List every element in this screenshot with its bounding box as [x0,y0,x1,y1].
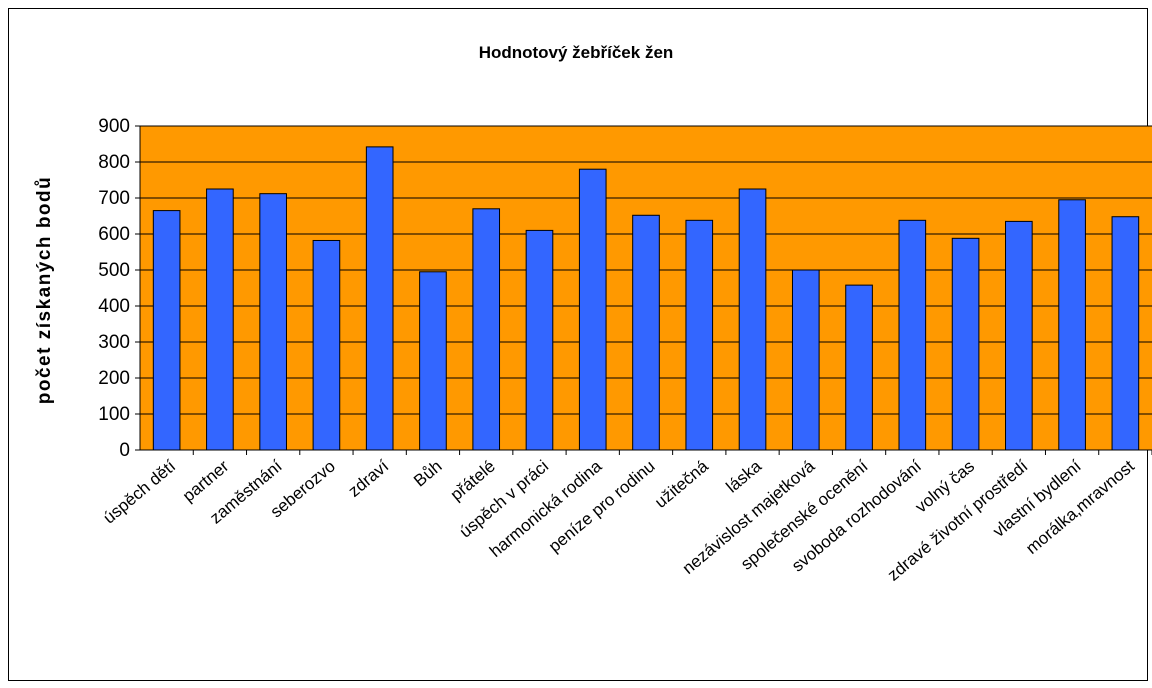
y-tick-label: 300 [98,332,130,353]
y-tick-label: 100 [98,404,130,425]
y-tick-label: 0 [119,440,130,461]
bar [525,229,554,451]
y-tick-label: 200 [98,368,130,389]
bar [365,146,394,451]
bar [1111,216,1140,451]
bar [206,188,234,451]
bar [685,219,714,451]
bar [951,237,980,451]
bar [419,271,447,451]
bar [1058,199,1086,451]
chart-title: Hodnotový žebříček žen [479,43,674,62]
bar [472,208,501,451]
bar [845,284,873,451]
y-axis-label: počet získaných bodů [34,176,55,404]
bar [1005,220,1033,451]
bar [791,269,820,451]
y-tick-label: 500 [98,260,130,281]
y-tick-label: 800 [98,152,130,173]
bar [738,188,767,451]
bar [259,193,287,451]
y-tick-label: 700 [98,188,130,209]
bar [312,239,341,451]
bar [578,168,607,451]
y-tick-label: 900 [98,116,130,137]
bar [632,214,660,451]
bar [152,210,181,451]
y-tick-label: 400 [98,296,130,317]
y-tick-label: 600 [98,224,130,245]
bar [898,219,927,451]
